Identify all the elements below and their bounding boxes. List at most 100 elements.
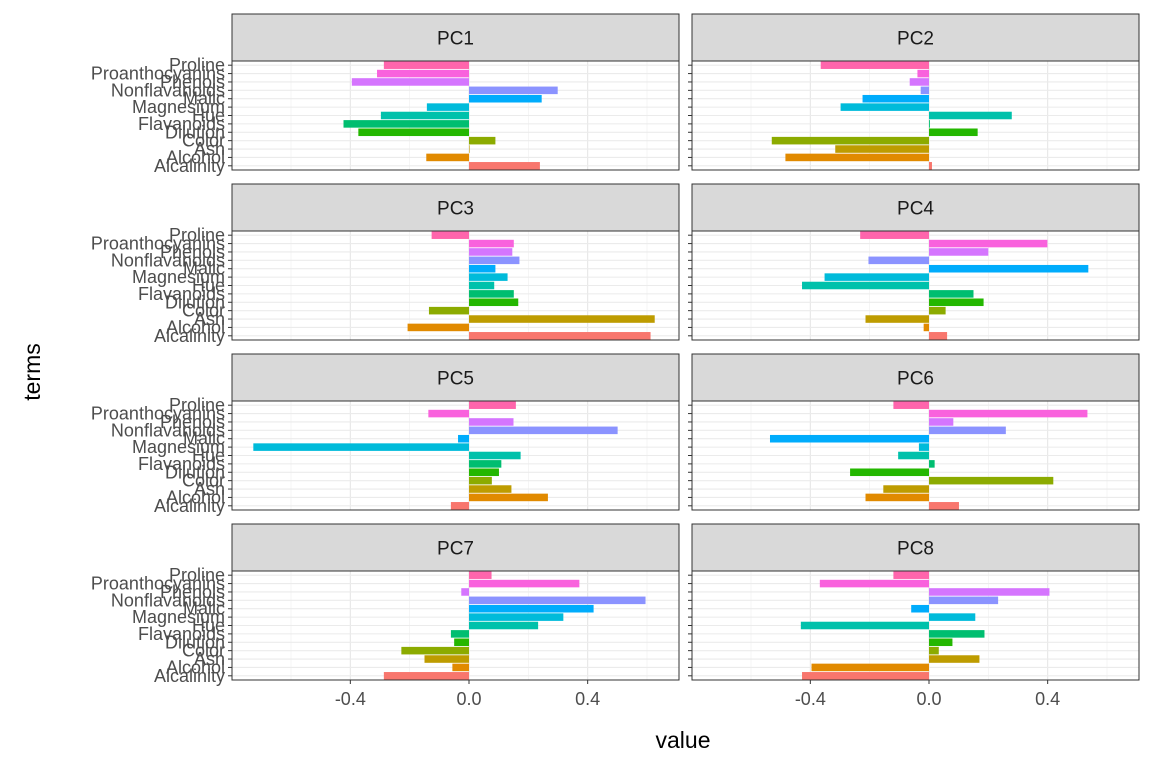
bar-pc8-nonflavanoids <box>929 596 999 605</box>
y-tick-label: Proanthocyanins <box>91 574 225 594</box>
bar-pc3-proanthocyanins <box>469 239 514 248</box>
bar-pc8-color <box>929 646 939 655</box>
bar-pc4-alcohol <box>923 323 929 332</box>
y-tick-label: Proanthocyanins <box>91 64 225 84</box>
bar-pc7-ash <box>424 655 469 663</box>
bar-pc7-phenols <box>461 588 469 596</box>
y-tick-label: Nonflavanoids <box>111 420 225 440</box>
bar-pc8-alcalinity <box>802 672 929 680</box>
x-tick-label: 0.4 <box>1035 689 1060 709</box>
y-tick-label: Color <box>182 641 225 661</box>
y-tick-label: Flavanoids <box>138 454 225 474</box>
bar-pc6-alcohol <box>865 493 929 502</box>
facet-strip-label: PC3 <box>437 199 474 220</box>
y-tick-label: Magnesium <box>132 607 225 627</box>
y-tick-label: Alcalinity <box>154 666 225 686</box>
y-tick-label: Alcohol <box>166 657 225 677</box>
y-tick-label: Magnesium <box>132 97 225 117</box>
facet-strip <box>231 183 680 232</box>
facet-strip <box>691 13 1140 62</box>
bar-pc1-hue <box>380 111 469 120</box>
bar-pc1-alcalinity <box>469 162 540 170</box>
bar-pc5-proline <box>469 401 516 409</box>
bar-pc2-color <box>771 136 929 145</box>
bar-pc1-color <box>469 136 496 145</box>
bar-pc4-flavanoids <box>929 290 974 298</box>
bar-pc1-proline <box>383 61 469 69</box>
bar-pc5-alcalinity <box>450 502 469 510</box>
x-tick-label: -0.4 <box>335 689 366 709</box>
y-tick-label: Flavanoids <box>138 114 225 134</box>
bar-pc4-phenols <box>929 248 989 256</box>
y-tick-label: Phenols <box>160 582 225 602</box>
bar-pc1-nonflavanoids <box>469 86 558 95</box>
y-tick-label: Ash <box>194 479 225 499</box>
bar-pc6-color <box>929 476 1054 485</box>
bar-pc6-hue <box>898 451 929 460</box>
bar-pc7-alcohol <box>452 663 469 672</box>
y-tick-label: Magnesium <box>132 267 225 287</box>
y-tick-label: Flavanoids <box>138 624 225 644</box>
bar-pc4-hue <box>802 281 929 290</box>
bar-pc8-alcohol <box>811 663 929 672</box>
bar-pc7-dilution <box>454 638 469 647</box>
bar-pc4-alcalinity <box>929 332 948 340</box>
y-tick-label: Proline <box>169 395 225 415</box>
bar-pc5-proanthocyanins <box>428 409 469 418</box>
bar-pc3-phenols <box>469 248 513 256</box>
facet-panel-pc5: PC5 <box>231 353 680 511</box>
y-tick-label: Dilution <box>165 632 225 652</box>
bar-pc8-flavanoids <box>929 630 985 638</box>
bar-pc4-nonflavanoids <box>868 256 929 265</box>
bar-pc1-phenols <box>351 78 469 86</box>
bar-pc3-proline <box>431 231 469 239</box>
x-tick-label: 0.4 <box>575 689 600 709</box>
y-tick-label: Color <box>182 471 225 491</box>
bar-pc1-magnesium <box>426 103 469 111</box>
bar-pc3-alcohol <box>407 323 469 332</box>
facet-panel-pc4: PC4 <box>691 183 1140 341</box>
bar-pc6-proline <box>893 401 929 409</box>
bar-pc3-alcalinity <box>469 332 651 340</box>
facet-strip-label: PC4 <box>897 199 934 220</box>
bar-pc1-ash <box>469 145 470 153</box>
y-tick-label: Alcohol <box>166 317 225 337</box>
bar-pc7-malic <box>469 604 594 613</box>
bar-pc8-dilution <box>929 638 953 647</box>
facet-strip-label: PC2 <box>897 29 934 50</box>
y-tick-label: Ash <box>194 309 225 329</box>
y-tick-label: Malic <box>183 429 225 449</box>
bar-pc7-color <box>401 646 469 655</box>
bar-pc7-hue <box>469 621 539 630</box>
bar-pc3-hue <box>469 281 495 290</box>
facet-panel-pc8: PC8 <box>691 523 1140 681</box>
bar-pc8-ash <box>929 655 980 663</box>
bar-pc5-malic <box>458 434 469 443</box>
bar-pc5-hue <box>469 451 521 460</box>
y-tick-label: Nonflavanoids <box>111 590 225 610</box>
bar-pc2-alcalinity <box>929 162 932 170</box>
bar-pc2-dilution <box>929 128 978 137</box>
y-tick-label: Alcohol <box>166 147 225 167</box>
bar-pc7-alcalinity <box>383 672 469 680</box>
bar-pc2-flavanoids <box>929 120 930 128</box>
x-tick-label: 0.0 <box>916 689 941 709</box>
bar-pc3-flavanoids <box>469 290 514 298</box>
y-tick-label: Proline <box>169 225 225 245</box>
y-tick-label: Color <box>182 301 225 321</box>
facet-strip-label: PC5 <box>437 369 474 390</box>
bar-pc8-proline <box>893 571 929 579</box>
y-tick-label: Malic <box>183 259 225 279</box>
facet-panel-pc7: PC7 <box>231 523 680 681</box>
bar-pc6-malic <box>769 434 929 443</box>
bar-pc5-nonflavanoids <box>469 426 618 435</box>
x-axis-tick-labels: -0.4 0.0 0.4 -0.4 0.0 0.4 <box>335 680 1060 709</box>
bar-pc2-malic <box>862 94 929 103</box>
y-tick-label: Color <box>182 131 225 151</box>
bar-pc4-proanthocyanins <box>929 239 1048 248</box>
y-tick-label: Hue <box>192 616 225 636</box>
bar-pc5-color <box>469 476 492 485</box>
facet-strip-label: PC7 <box>437 539 474 560</box>
facet-strip <box>231 13 680 62</box>
